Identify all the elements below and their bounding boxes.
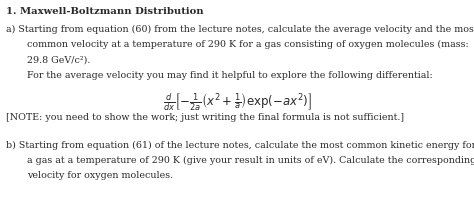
Text: a) Starting from equation (60) from the lecture notes, calculate the average vel: a) Starting from equation (60) from the …	[6, 24, 474, 33]
Text: [NOTE: you need to show the work; just writing the final formula is not sufficie: [NOTE: you need to show the work; just w…	[6, 112, 404, 121]
Text: 1. Maxwell-Boltzmann Distribution: 1. Maxwell-Boltzmann Distribution	[6, 7, 203, 16]
Text: common velocity at a temperature of 290 K for a gas consisting of oxygen molecul: common velocity at a temperature of 290 …	[27, 40, 469, 49]
Text: $\frac{d}{dx}\left[-\frac{1}{2a}\left(x^2+\frac{1}{a}\right)\mathrm{exp}(-ax^2)\: $\frac{d}{dx}\left[-\frac{1}{2a}\left(x^…	[163, 91, 311, 113]
Text: b) Starting from equation (61) of the lecture notes, calculate the most common k: b) Starting from equation (61) of the le…	[6, 140, 474, 149]
Text: a gas at a temperature of 290 K (give your result in units of eV). Calculate the: a gas at a temperature of 290 K (give yo…	[27, 155, 474, 164]
Text: 29.8 GeV/c²).: 29.8 GeV/c²).	[27, 55, 91, 64]
Text: velocity for oxygen molecules.: velocity for oxygen molecules.	[27, 170, 173, 179]
Text: For the average velocity you may find it helpful to explore the following differ: For the average velocity you may find it…	[27, 71, 433, 80]
